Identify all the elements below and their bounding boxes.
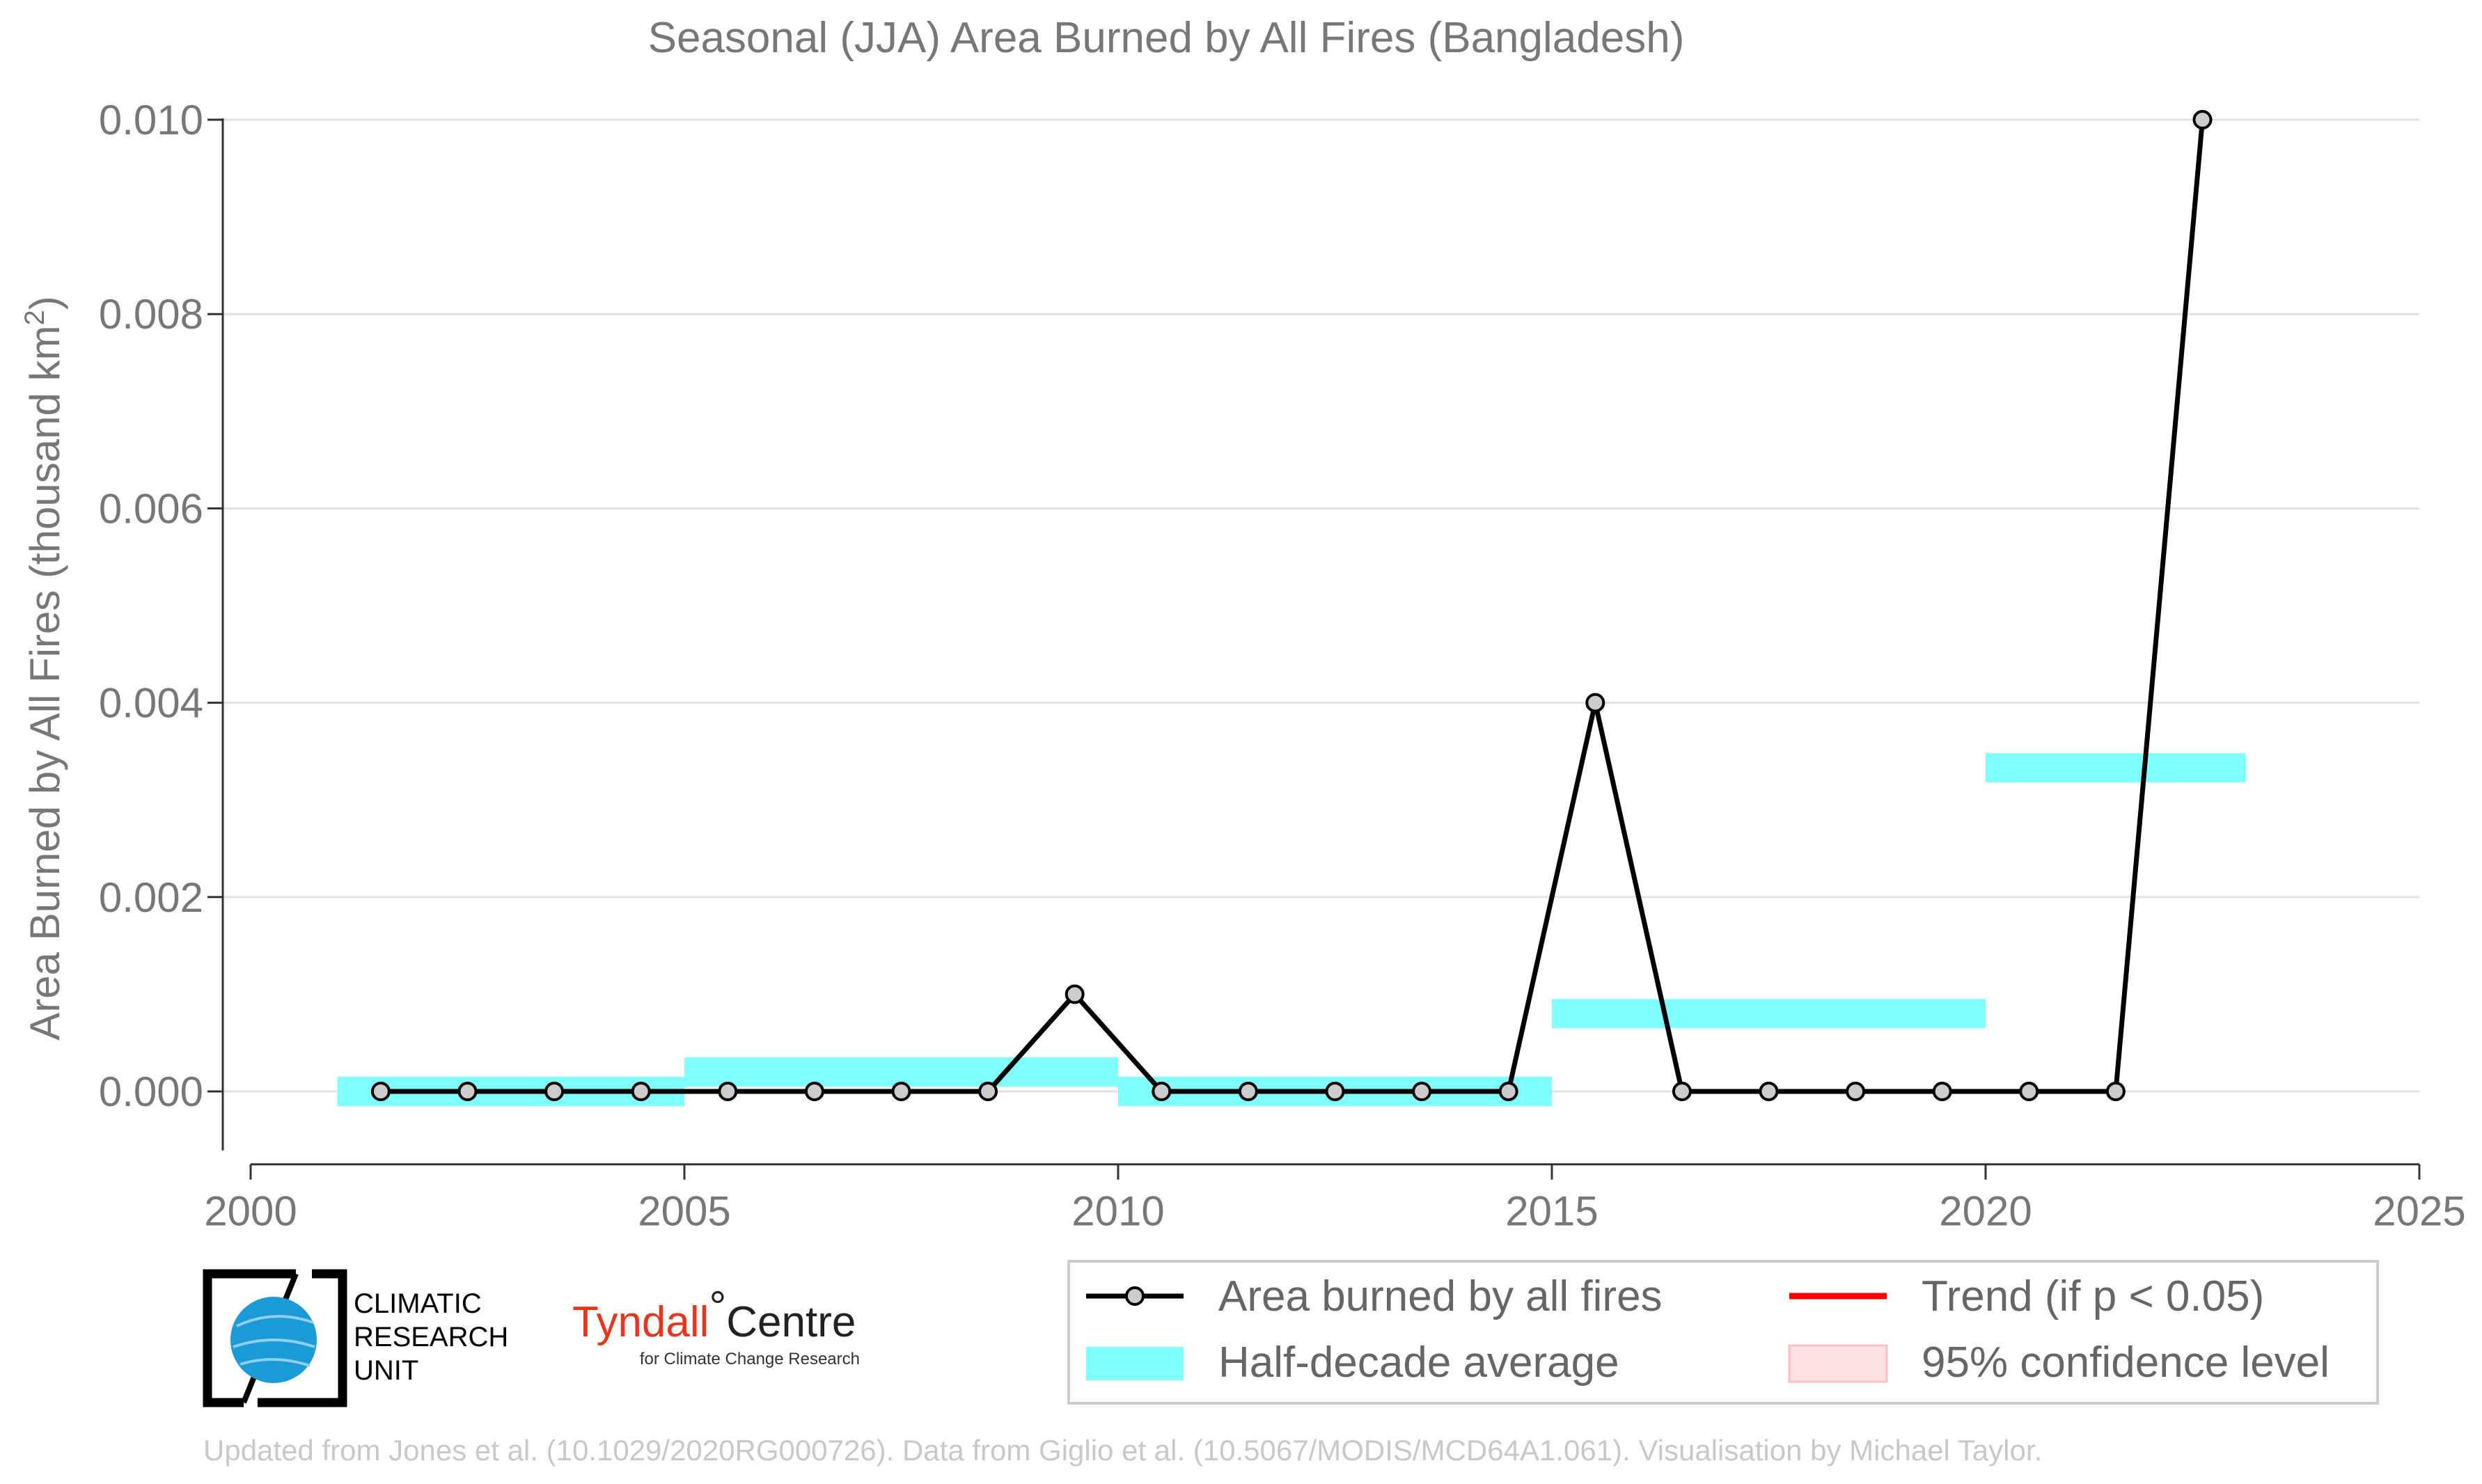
cru-line-1: CLIMATIC xyxy=(354,1288,482,1319)
legend-label-half-decade: Half-decade average xyxy=(1218,1339,1619,1387)
tyndall-wordmark: Tyndall°Centre xyxy=(572,1283,856,1346)
data-point-19 xyxy=(2019,1082,2039,1101)
y-axis-label-close: ) xyxy=(22,296,68,310)
x-tick-label-4: 2020 xyxy=(1939,1188,2032,1235)
tyndall-logo: Tyndall°Centre for Climate Change Resear… xyxy=(572,1283,860,1368)
data-point-1 xyxy=(457,1082,478,1101)
legend-swatch-half-decade xyxy=(1086,1347,1184,1380)
data-point-0 xyxy=(370,1082,391,1101)
series-area-burned xyxy=(370,110,2213,1101)
y-axis-label-superscript: 2 xyxy=(19,310,50,325)
tyndall-subtitle: for Climate Change Research xyxy=(640,1350,860,1368)
x-tick-label-1: 2005 xyxy=(638,1188,730,1235)
data-point-2 xyxy=(544,1082,565,1101)
data-point-21 xyxy=(2192,110,2213,129)
data-point-6 xyxy=(891,1082,911,1101)
y-tick-label-2: 0.004 xyxy=(99,680,203,727)
series-line-area-burned xyxy=(380,119,2205,1094)
tyndall-centre: Centre xyxy=(726,1298,856,1346)
legend-label-area-burned: Area burned by all fires xyxy=(1218,1272,1663,1320)
y-tick-label-4: 0.008 xyxy=(99,291,203,338)
data-point-18 xyxy=(1932,1082,1952,1101)
data-point-15 xyxy=(1672,1082,1692,1101)
axes xyxy=(207,118,2421,1180)
x-tick-label-5: 2025 xyxy=(2373,1188,2465,1235)
y-tick-label-5: 0.010 xyxy=(99,97,203,143)
data-point-12 xyxy=(1412,1082,1432,1101)
legend-label-confidence: 95% confidence level xyxy=(1922,1339,2330,1387)
data-point-7 xyxy=(978,1082,998,1101)
tyndall-main: Tyndall xyxy=(572,1298,709,1346)
x-tick-label-3: 2015 xyxy=(1505,1188,1598,1235)
data-point-13 xyxy=(1498,1082,1518,1101)
half-decade-bands xyxy=(337,753,2246,1106)
half-decade-band-4 xyxy=(1986,753,2246,783)
legend-frame xyxy=(1067,1260,2379,1405)
y-axis-label: Area Burned by All Fires (thousand km2) xyxy=(19,296,68,1040)
y-tick-label-1: 0.002 xyxy=(99,874,203,921)
x-tick-label-2: 2010 xyxy=(1071,1188,1164,1235)
cru-logo: CLIMATIC RESEARCH UNIT xyxy=(203,1269,508,1407)
data-point-9 xyxy=(1152,1082,1172,1101)
chart-title: Seasonal (JJA) Area Burned by All Fires … xyxy=(648,14,1685,62)
legend: Area burned by all fires Trend (if p < 0… xyxy=(1067,1260,2379,1405)
cru-line-2: RESEARCH xyxy=(354,1322,508,1352)
legend-label-trend: Trend (if p < 0.05) xyxy=(1922,1272,2264,1320)
data-point-10 xyxy=(1238,1082,1258,1101)
cru-bracket-icon xyxy=(203,1269,296,1407)
tyndall-degree: ° xyxy=(709,1283,726,1331)
y-tick-label-0: 0.000 xyxy=(99,1068,203,1115)
x-tick-labels: 2000 2005 2010 2015 2020 2025 xyxy=(204,1188,2465,1235)
data-point-16 xyxy=(1759,1082,1779,1101)
legend-marker-area-burned xyxy=(1125,1286,1145,1306)
data-point-4 xyxy=(718,1082,738,1101)
data-point-3 xyxy=(631,1082,651,1101)
y-tick-labels: 0.000 0.002 0.004 0.006 0.008 0.010 xyxy=(99,97,203,1115)
gridlines xyxy=(223,118,2419,1093)
data-point-17 xyxy=(1846,1082,1866,1101)
y-tick-label-3: 0.006 xyxy=(99,485,203,532)
data-point-8 xyxy=(1065,984,1085,1004)
data-point-20 xyxy=(2105,1082,2126,1101)
legend-swatch-confidence xyxy=(1788,1344,1888,1383)
y-axis-label-main: Area Burned by All Fires (thousand km xyxy=(22,326,68,1041)
footer-credits: Updated from Jones et al. (10.1029/2020R… xyxy=(203,1434,2042,1467)
data-point-14 xyxy=(1585,693,1605,713)
cru-bracket-right-icon xyxy=(258,1269,347,1407)
half-decade-band-3 xyxy=(1552,999,1986,1029)
data-point-5 xyxy=(804,1082,824,1101)
cru-line-3: UNIT xyxy=(354,1355,418,1386)
data-point-11 xyxy=(1325,1082,1345,1101)
x-tick-label-0: 2000 xyxy=(204,1188,297,1235)
